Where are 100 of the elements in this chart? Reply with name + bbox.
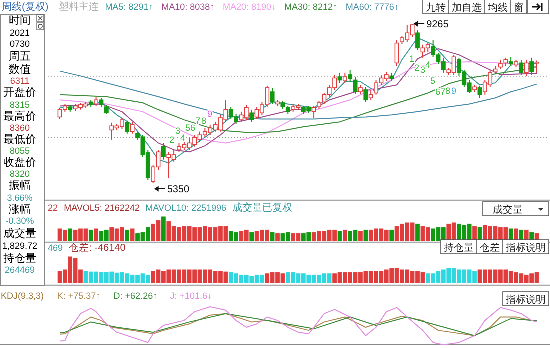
annotation: 5 (430, 76, 436, 86)
text: MA20: 8190↓ (223, 2, 276, 12)
candlestick (338, 72, 342, 84)
text: 2021 (10, 28, 30, 38)
text: 指标说明 (505, 294, 546, 306)
annotation: 4 (180, 133, 186, 143)
annotation: 3 (175, 126, 181, 136)
candlestick (250, 109, 254, 123)
candlestick (312, 106, 316, 119)
text: 持仓量 (444, 242, 474, 254)
text: 3.66% (7, 193, 33, 203)
text: 时间 (9, 14, 31, 27)
text: 指标说明 (505, 242, 546, 254)
bar (270, 232, 275, 242)
annotation: 6 (435, 87, 441, 97)
candlestick (519, 59, 524, 76)
annotation: 9 (451, 86, 457, 96)
text: 收盘价 (4, 157, 36, 169)
text: 最高价 (4, 110, 36, 123)
candlestick (534, 60, 540, 74)
candlestick (498, 59, 503, 70)
candlestick (130, 122, 135, 134)
annotation: 6 (190, 123, 196, 133)
chart-subtitle: 塑料主连 (59, 1, 100, 13)
candlestick (416, 30, 420, 51)
bar (416, 224, 420, 242)
text: -0.30% (6, 216, 34, 226)
annotation: 8 (201, 116, 207, 126)
text: 成交量 (4, 227, 36, 240)
annotation: 9 (207, 109, 213, 119)
candlestick (368, 89, 374, 101)
text: MA5: 8291↑ (105, 2, 154, 12)
candlestick (94, 96, 98, 107)
text: 5350 (167, 184, 190, 196)
annotation: 1 (409, 54, 415, 64)
text: 窗 (514, 2, 524, 14)
candlestick (394, 40, 400, 67)
candlestick (125, 120, 130, 134)
bar (250, 232, 254, 242)
text: 8360 (10, 123, 30, 133)
candlestick (270, 87, 275, 105)
text: 涨幅 (9, 204, 31, 216)
text: 成交量 (493, 204, 523, 216)
candlestick (530, 57, 534, 76)
text: D: +62.26↑ (114, 291, 158, 301)
candlestick (364, 86, 368, 103)
text: 8315 (10, 100, 30, 110)
chart-title: 周线(复权) (2, 1, 49, 13)
candlestick (342, 72, 348, 84)
bar (94, 228, 98, 242)
text: 成交量已复权 (232, 202, 292, 214)
text: 6311 (10, 76, 30, 86)
text: 仓差: -46140 (69, 242, 126, 254)
text: 仓差 (480, 242, 500, 254)
chart-title: KDJ(9,3,3) (1, 291, 44, 301)
bar (343, 230, 348, 242)
bar (276, 234, 280, 242)
annotation: 5 (185, 123, 191, 133)
text: 九转 (426, 2, 446, 14)
text: 开盘价 (4, 87, 36, 99)
text: 周五 (9, 51, 31, 63)
text: 1,829,72 (2, 241, 38, 251)
text: MA60: 7776↑ (346, 2, 399, 12)
text: MAVOL10: 2251996 (146, 203, 227, 213)
candlestick (353, 76, 358, 95)
candlestick (161, 142, 166, 160)
text: 最低价 (4, 134, 36, 146)
text: MA10: 8038↑ (162, 2, 215, 12)
text: K: +75.37↑ (57, 291, 101, 301)
bar (338, 231, 342, 242)
annotation: 9265 (426, 20, 450, 30)
candlestick (348, 70, 353, 83)
annotation: 7 (440, 87, 446, 97)
bar (125, 230, 130, 242)
text: 振幅 (9, 180, 31, 192)
text: 均线 (487, 2, 508, 14)
candlestick (524, 59, 529, 77)
bar (130, 228, 135, 242)
bar (68, 228, 73, 242)
bar (162, 216, 166, 242)
annotation: 4 (425, 60, 431, 70)
text: 8055 (10, 146, 30, 156)
annotation: 7 (195, 116, 201, 126)
annotation: 8 (445, 86, 451, 96)
candlestick (478, 85, 482, 99)
annotation: 2 (169, 135, 175, 145)
text: MAVOL5: 2162242 (64, 203, 140, 213)
text: 8320 (10, 169, 30, 179)
bar (390, 230, 394, 242)
text: MA30: 8212↑ (284, 2, 338, 12)
text: 0730 (10, 39, 30, 49)
annotation: 3 (420, 65, 426, 75)
text: 加自选 (452, 2, 482, 14)
text: 持仓量 (4, 253, 36, 265)
text: 22 (48, 203, 58, 213)
series-label: J: +101.6↓ (170, 291, 212, 301)
text: 264469 (4, 265, 36, 275)
bar (364, 230, 368, 242)
annotation: 2 (414, 63, 420, 73)
text: 469 (48, 243, 64, 253)
